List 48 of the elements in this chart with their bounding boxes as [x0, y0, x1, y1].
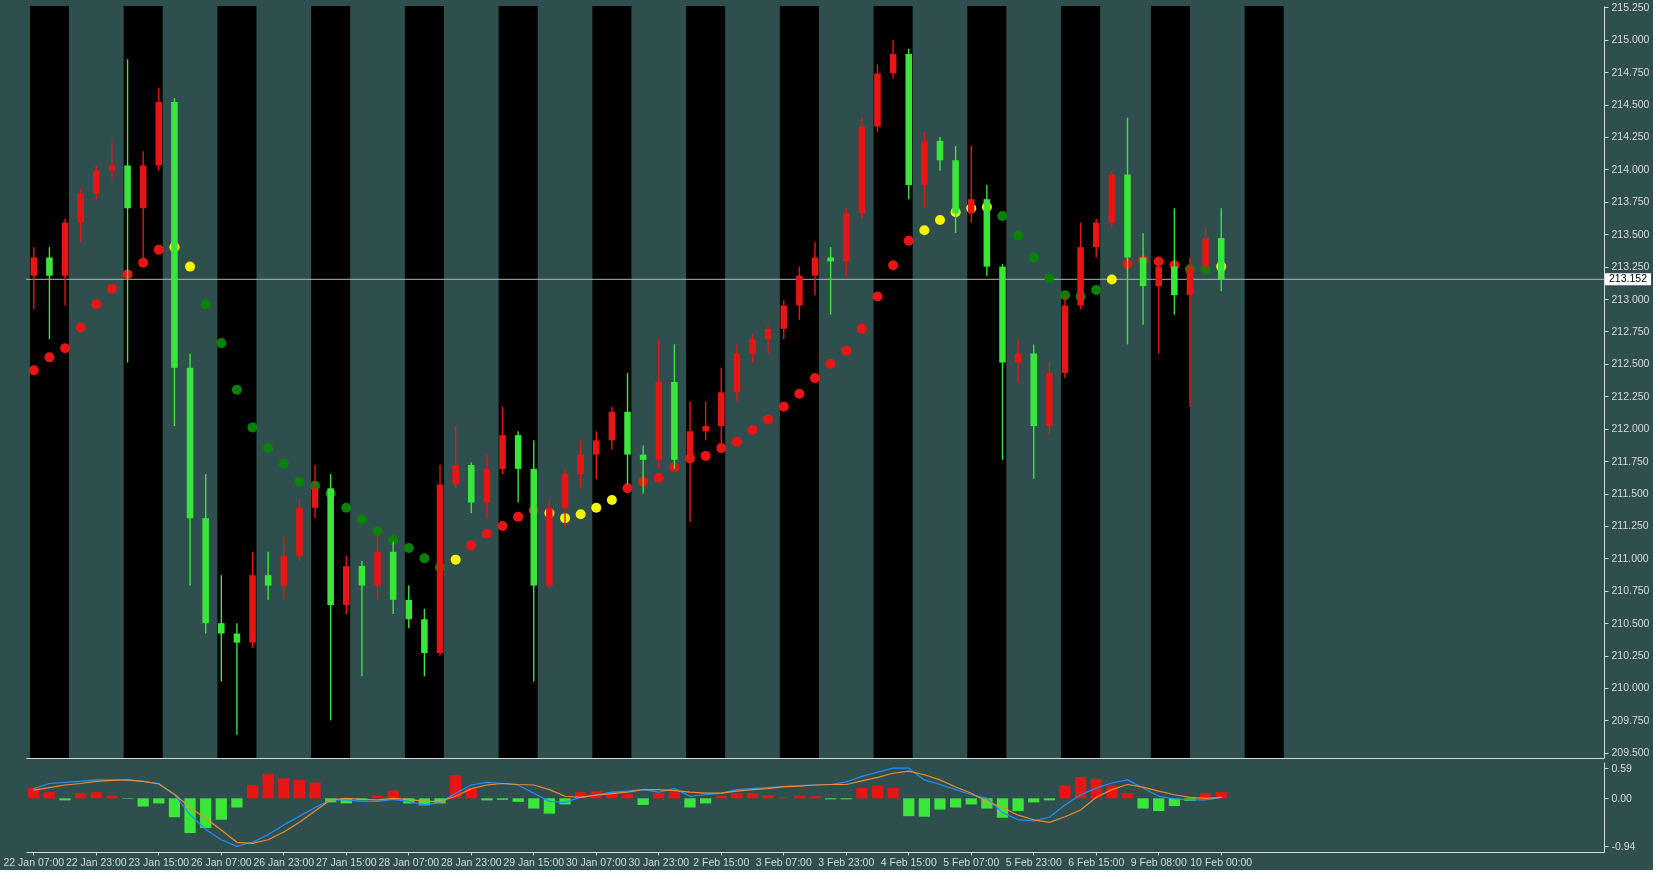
- x-tick-label: 2 Feb 15:00: [693, 855, 750, 868]
- y-tick-label: 211.000: [1611, 551, 1649, 564]
- x-tick-label: 30 Jan 23:00: [628, 855, 690, 868]
- y-tick-label: -0.94: [1611, 839, 1636, 852]
- y-tick-label: 212.000: [1611, 422, 1650, 435]
- x-tick-label: 29 Jan 15:00: [503, 855, 565, 868]
- x-tick-label: 30 Jan 07:00: [565, 855, 627, 868]
- y-tick-label: 0.00: [1611, 791, 1633, 804]
- y-tick-label: 210.500: [1611, 616, 1650, 629]
- x-tick-label: 6 Feb 15:00: [1068, 855, 1125, 868]
- x-tick-label: 26 Jan 23:00: [253, 855, 315, 868]
- y-tick-label: 213.250: [1611, 260, 1650, 273]
- y-tick-label: 0.59: [1611, 761, 1633, 774]
- y-tick-label: 214.250: [1611, 130, 1650, 143]
- y-tick-label: 212.250: [1611, 389, 1650, 402]
- y-tick-label: 212.500: [1611, 357, 1650, 370]
- y-tick-label: 210.000: [1611, 681, 1650, 694]
- y-tick-label: 214.000: [1611, 162, 1650, 175]
- y-tick-label: 211.500: [1611, 487, 1649, 499]
- y-tick-label: 215.250: [1611, 0, 1650, 13]
- y-tick-label: 214.750: [1611, 65, 1650, 78]
- x-tick-label: 3 Feb 23:00: [818, 855, 875, 868]
- x-tick-label: 23 Jan 15:00: [128, 855, 190, 868]
- ref-line-label: 213.152: [1609, 272, 1648, 285]
- y-tick-label: 210.750: [1611, 584, 1650, 597]
- x-tick-label: 28 Jan 23:00: [440, 855, 502, 868]
- x-tick-label: 28 Jan 07:00: [378, 855, 440, 868]
- x-tick-label: 5 Feb 07:00: [943, 855, 1000, 868]
- y-tick-label: 215.000: [1611, 33, 1650, 46]
- y-tick-label: 213.000: [1611, 292, 1650, 305]
- x-tick-label: 27 Jan 15:00: [315, 855, 377, 868]
- x-tick-label: 4 Feb 15:00: [880, 855, 937, 868]
- x-tick-label: 10 Feb 00:00: [1190, 855, 1253, 868]
- y-tick-label: 211.250: [1611, 519, 1649, 532]
- x-tick-label: 22 Jan 23:00: [65, 855, 127, 868]
- y-tick-label: 211.750: [1611, 454, 1649, 467]
- x-tick-label: 5 Feb 23:00: [1005, 855, 1062, 868]
- y-tick-label: 212.750: [1611, 324, 1650, 337]
- y-tick-label: 213.500: [1611, 227, 1650, 240]
- x-tick-label: 26 Jan 07:00: [190, 855, 252, 868]
- x-tick-label: 9 Feb 08:00: [1130, 855, 1187, 868]
- x-tick-label: 22 Jan 07:00: [3, 855, 65, 868]
- y-tick-label: 214.500: [1611, 98, 1650, 111]
- y-tick-label: 209.500: [1611, 746, 1650, 759]
- y-tick-label: 209.750: [1611, 713, 1650, 726]
- x-tick-label: 3 Feb 07:00: [755, 855, 812, 868]
- y-tick-label: 210.250: [1611, 649, 1650, 662]
- y-tick-label: 213.750: [1611, 195, 1650, 208]
